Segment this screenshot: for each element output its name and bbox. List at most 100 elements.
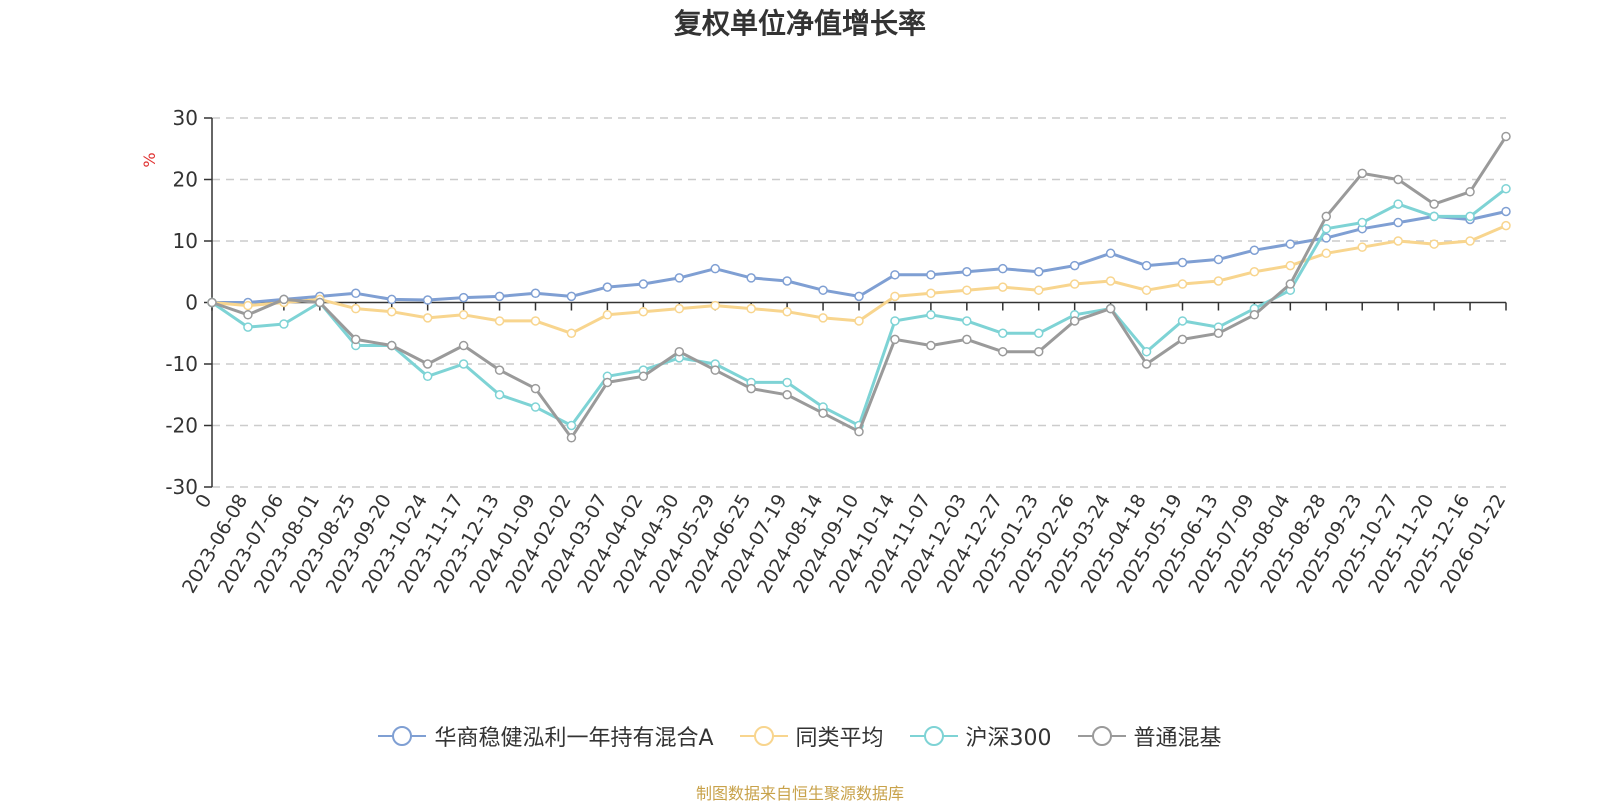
series-1-point	[962, 267, 972, 277]
series-2-point	[1213, 276, 1224, 286]
series-2-point	[1285, 260, 1296, 271]
series-4-point	[1501, 131, 1511, 142]
series-2-point	[854, 316, 864, 326]
series-2-point	[1501, 220, 1511, 231]
series-4-point	[1249, 310, 1260, 320]
series-3-point	[494, 390, 505, 400]
y-axis-label: %	[140, 152, 159, 167]
series-1-point	[602, 282, 613, 292]
series-2-point	[1177, 279, 1188, 289]
series-2-point	[494, 316, 505, 326]
series-2-point	[674, 303, 685, 314]
legend-line-circle-icon	[909, 726, 958, 746]
series-3-point	[1465, 211, 1475, 222]
series-4-point	[782, 390, 792, 400]
series-1-point	[1141, 260, 1152, 271]
series-2-point	[782, 306, 792, 317]
series-1-point	[1213, 254, 1224, 265]
y-tick-label: 20	[173, 168, 198, 192]
legend-label: 沪深300	[965, 726, 1052, 751]
series-4-point	[386, 340, 397, 351]
legend-label: 普通混基	[1133, 726, 1222, 751]
series-3-point	[1141, 346, 1152, 357]
series-2-point	[1429, 239, 1439, 249]
series-1-point	[1285, 239, 1296, 249]
series-2-point	[530, 316, 541, 326]
series-4-point	[818, 408, 828, 418]
x-tick-label: 0	[191, 491, 216, 512]
series-4-point	[1429, 199, 1439, 209]
series-1-point	[674, 273, 685, 283]
series-4-point	[207, 297, 217, 308]
series-4-point	[422, 359, 433, 369]
series-3-point	[962, 316, 972, 326]
series-1-point	[1501, 206, 1511, 217]
series-4-point	[279, 294, 289, 305]
series-3-point	[458, 359, 469, 369]
series-4-point	[1321, 211, 1332, 222]
legend-item-2[interactable]: 同类平均	[739, 720, 884, 752]
series-3-point	[1177, 316, 1188, 326]
legend: 华商稳健泓利一年持有混合A 同类平均 沪深300 普通混基	[0, 720, 1600, 752]
series-2-point	[422, 313, 433, 323]
series-1-point	[386, 294, 397, 305]
series-2-point	[890, 291, 900, 302]
series-4-point	[1213, 328, 1224, 338]
series-1-point	[530, 288, 541, 299]
series-1-point	[458, 292, 469, 303]
series-3-point	[1393, 199, 1403, 209]
data-source-note: 制图数据来自恒生聚源数据库	[695, 784, 904, 803]
series-2-point	[1357, 242, 1367, 252]
series-4-point	[1357, 168, 1367, 179]
legend-item-3[interactable]: 沪深300	[909, 720, 1052, 752]
series-4-point	[638, 371, 649, 382]
series-1-point	[998, 263, 1008, 274]
series-1-point	[746, 273, 756, 283]
legend-line-circle-icon	[1077, 726, 1126, 746]
series-4-point	[998, 346, 1008, 357]
legend-item-4[interactable]: 普通混基	[1077, 720, 1222, 752]
series-1-point	[1033, 267, 1044, 277]
series-1-point	[1393, 217, 1403, 228]
series-2-point	[1141, 285, 1152, 295]
series-3-point	[422, 371, 433, 382]
series-2-point	[998, 282, 1008, 292]
series-3-point	[279, 319, 289, 329]
series-4-point	[746, 383, 756, 394]
series-1-point	[890, 270, 900, 280]
series-3-point	[1321, 223, 1332, 234]
series-1-point	[351, 288, 361, 299]
series-3-point	[566, 420, 577, 431]
series-2-point	[566, 328, 577, 338]
series-2-point	[1249, 267, 1260, 277]
series-4-point	[1069, 316, 1080, 326]
series-line-4	[211, 135, 1508, 440]
series-4-point	[1177, 334, 1188, 345]
series-1-point	[1249, 245, 1260, 255]
series-4-point	[1285, 279, 1296, 289]
series-1-point	[710, 263, 720, 274]
y-tick-label: -20	[165, 414, 198, 438]
series-4-point	[854, 426, 864, 437]
y-tick-label: 30	[173, 106, 198, 130]
series-2-point	[1105, 276, 1116, 286]
series-4-point	[1465, 187, 1475, 197]
series-4-point	[566, 433, 577, 443]
legend-item-1[interactable]: 华商稳健泓利一年持有混合A	[378, 720, 714, 752]
legend-label: 同类平均	[795, 726, 884, 751]
legend-label: 华商稳健泓利一年持有混合A	[434, 726, 714, 751]
series-4-point	[458, 340, 469, 351]
series-4-point	[1105, 303, 1116, 314]
series-4-point	[315, 297, 325, 308]
series-2-point	[351, 303, 361, 314]
series-2-point	[1393, 236, 1403, 246]
series-4-point	[351, 334, 361, 345]
series-2-point	[458, 310, 469, 320]
series-1-point	[1069, 260, 1080, 271]
series-1-point	[494, 291, 505, 302]
series-1-point	[782, 276, 792, 286]
series-2-point	[638, 306, 649, 317]
series-4-point	[1393, 174, 1403, 185]
